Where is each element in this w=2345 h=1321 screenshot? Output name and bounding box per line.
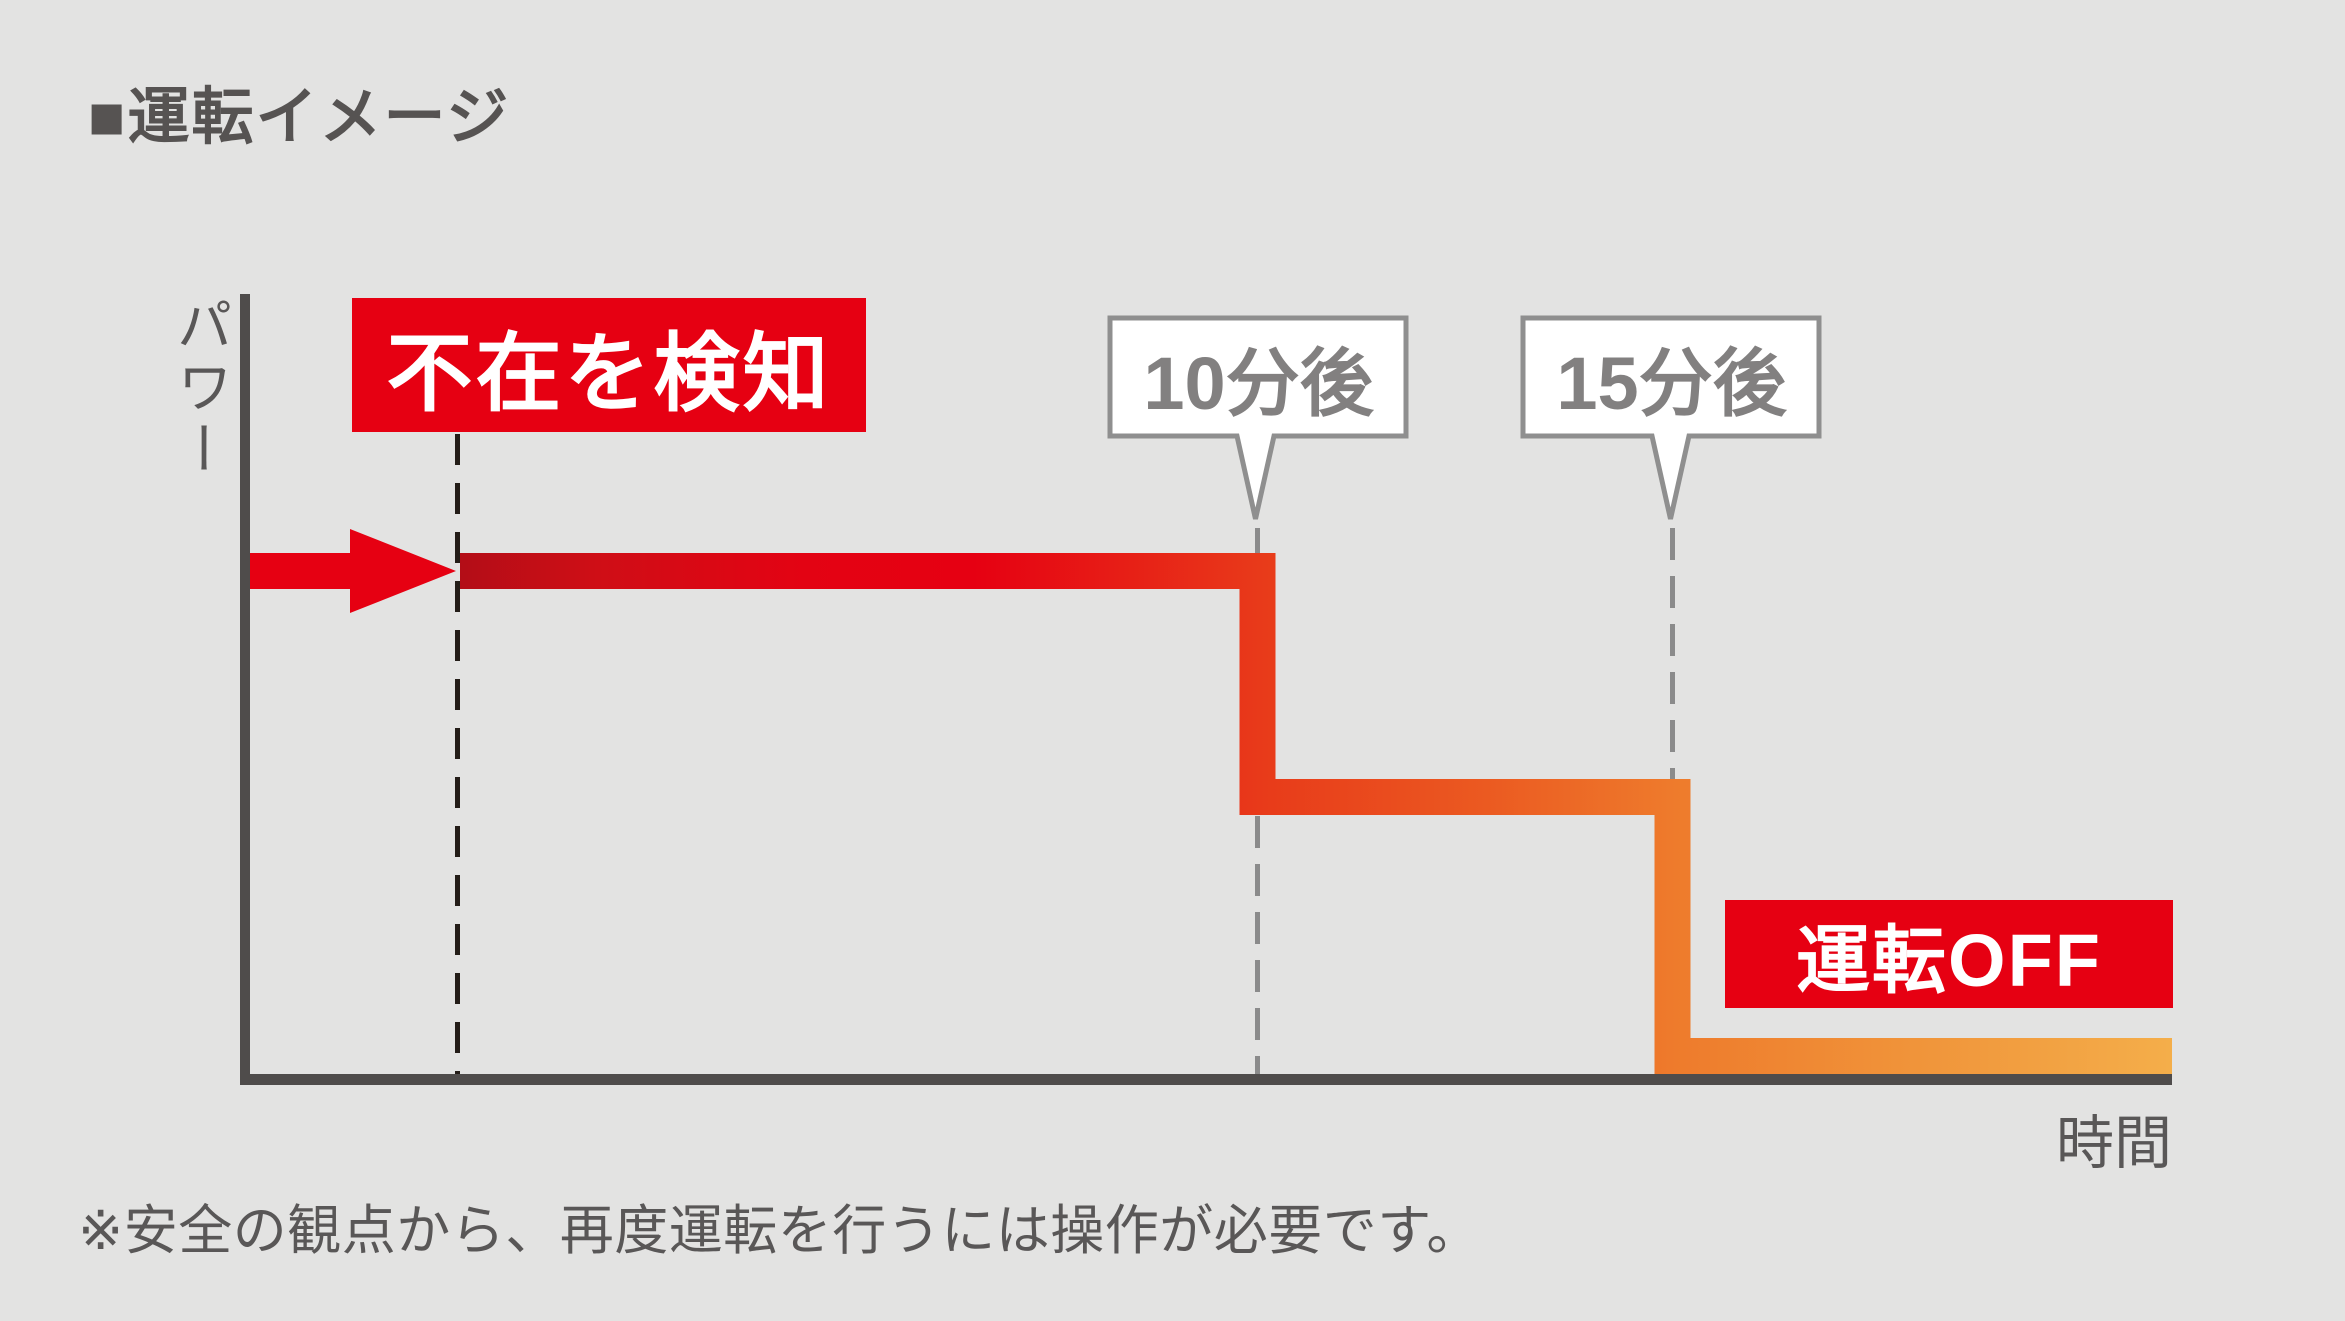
speech-bubble-10min	[1107, 315, 1409, 520]
absence-detected-badge: 不在を検知	[352, 298, 866, 432]
x-axis-label: 時間	[2055, 1111, 2172, 1176]
y-axis-label: パワー	[169, 296, 232, 482]
page-title: ■運転イメージ	[88, 83, 511, 152]
y-axis-line	[240, 294, 250, 1085]
after-10min-callout-label: 10分後	[1143, 341, 1374, 425]
power-step-line	[460, 553, 2172, 1074]
power-arrow-icon	[250, 529, 456, 613]
x-axis-line	[240, 1074, 2172, 1085]
operation-off-badge: 運転OFF	[1725, 900, 2173, 1008]
after-15min-callout-label: 15分後	[1556, 341, 1787, 425]
safety-footnote: ※安全の観点から、再度運転を行うには操作が必要です。	[78, 1201, 1481, 1261]
speech-bubble-15min	[1520, 315, 1822, 520]
